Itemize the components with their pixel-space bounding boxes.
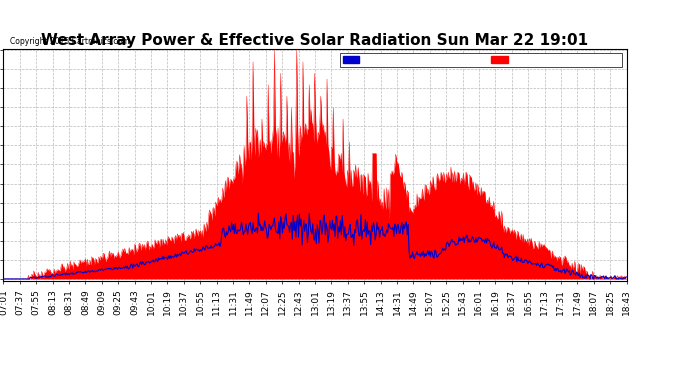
- Title: West Array Power & Effective Solar Radiation Sun Mar 22 19:01: West Array Power & Effective Solar Radia…: [41, 33, 589, 48]
- Text: Copyright 2015 Cartronics.com: Copyright 2015 Cartronics.com: [10, 38, 129, 46]
- Legend: Radiation (Effective w/m2), West Array  (DC Watts): Radiation (Effective w/m2), West Array (…: [340, 53, 622, 67]
